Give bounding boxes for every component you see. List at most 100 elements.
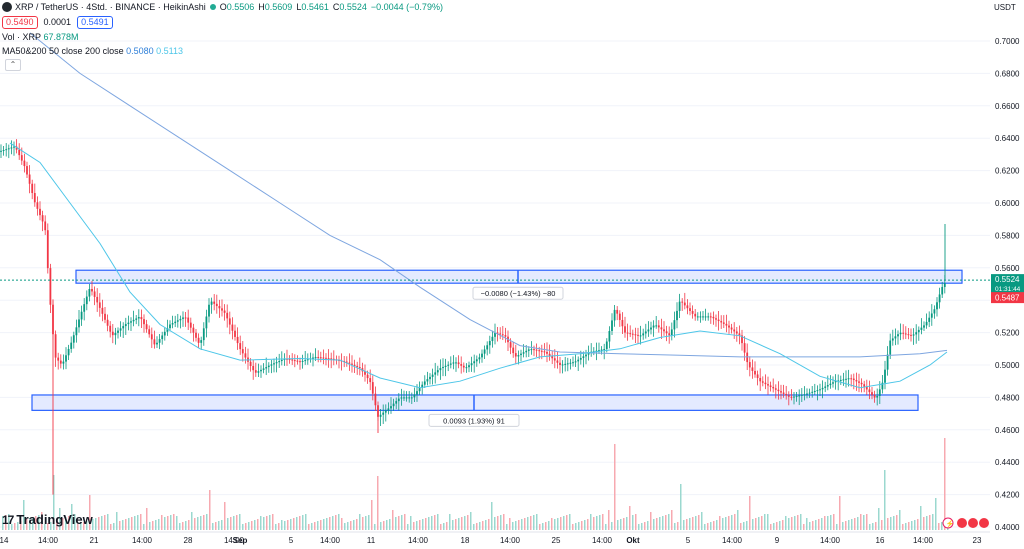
- candle-body: [678, 301, 681, 311]
- volume-bar: [44, 524, 46, 530]
- volume-bar: [104, 515, 106, 530]
- x-tick-label: 9: [775, 536, 780, 545]
- candle-body: [397, 398, 400, 402]
- volume-bar: [563, 516, 565, 530]
- candle-body: [280, 359, 283, 362]
- symbol-title[interactable]: XRP / TetherUS · 4Std. · BINANCE · Heiki…: [15, 1, 206, 12]
- y-tick-label: 0.4000: [995, 523, 1020, 532]
- volume-bar: [266, 516, 268, 530]
- volume-bar: [776, 522, 778, 530]
- candle-body: [462, 365, 465, 368]
- candle-body: [67, 348, 70, 356]
- sell-button[interactable]: 0.5490: [2, 15, 38, 29]
- plot-area[interactable]: [0, 0, 990, 532]
- candle-body: [772, 386, 775, 389]
- volume-bar: [650, 512, 652, 530]
- volume-bar: [857, 517, 859, 530]
- volume-bar: [905, 523, 907, 530]
- volume-bar: [749, 496, 751, 530]
- chart-legend: XRP / TetherUS · 4Std. · BINANCE · Heiki…: [0, 0, 443, 72]
- volume-bar: [668, 514, 670, 530]
- range-zone[interactable]: [31, 394, 919, 411]
- volume-bar: [365, 516, 367, 530]
- candle-body: [257, 371, 260, 373]
- currency-label[interactable]: USDT: [994, 3, 1016, 12]
- volume-bar: [344, 523, 346, 530]
- ma-label[interactable]: MA50&200 50 close 200 close: [2, 45, 124, 56]
- volume-bar: [878, 508, 880, 530]
- candle-body: [127, 322, 130, 325]
- candle-body: [834, 381, 837, 383]
- volume-bar: [896, 515, 898, 530]
- volume-bar: [479, 522, 481, 530]
- candle-body: [928, 317, 931, 322]
- candle-body: [889, 340, 892, 355]
- candle-body: [23, 160, 26, 167]
- candle-body: [301, 360, 304, 362]
- lightning-icon[interactable]: [942, 517, 954, 529]
- chevron-up-icon[interactable]: ⌃: [5, 59, 21, 71]
- volume-bar: [872, 523, 874, 530]
- candle-body: [824, 386, 827, 388]
- candle-body: [176, 320, 179, 322]
- candle-body: [317, 356, 320, 358]
- volume-bar: [173, 514, 175, 530]
- volume-bar: [536, 514, 538, 530]
- volume-bar: [488, 519, 490, 530]
- candle-body: [345, 361, 348, 363]
- candle-body: [431, 374, 434, 377]
- x-tick-label: 16: [876, 536, 885, 545]
- candle-body: [556, 360, 559, 363]
- volume-bar: [140, 514, 142, 530]
- volume-bar: [41, 512, 43, 530]
- volume-bar: [275, 524, 277, 530]
- us-flag-icon[interactable]: [968, 518, 978, 528]
- volume-bar: [101, 516, 103, 530]
- last-price-value: 0.5524: [995, 275, 1020, 284]
- candle-body: [546, 351, 548, 354]
- us-flag-icon[interactable]: [979, 518, 989, 528]
- candle-body: [527, 349, 530, 351]
- volume-bar: [509, 518, 511, 530]
- candle-body: [832, 382, 834, 384]
- volume-bar: [77, 524, 79, 530]
- volume-bar: [722, 518, 724, 530]
- candle-body: [0, 150, 2, 152]
- tradingview-brand[interactable]: 17 TradingView: [2, 512, 93, 527]
- candle-body: [613, 309, 616, 321]
- candle-body: [852, 378, 855, 381]
- event-icons[interactable]: ⚡: [942, 517, 989, 529]
- candle-body: [80, 311, 83, 320]
- ref-price-tag[interactable]: [991, 292, 1024, 304]
- volume-bar: [524, 518, 526, 530]
- price-axis[interactable]: USDT 0.7000 0.6800 0.6600 0.6400 0.6200 0.600…: [990, 0, 1024, 532]
- volume-bar: [443, 523, 445, 530]
- candle-body: [189, 322, 192, 328]
- volume-bar: [647, 521, 649, 530]
- last-price-tag[interactable]: [991, 274, 1024, 295]
- candle-body: [182, 317, 184, 319]
- volume-label[interactable]: Vol · XRP: [2, 31, 42, 42]
- us-flag-icon[interactable]: [957, 518, 967, 528]
- volume-bar: [413, 522, 415, 530]
- volume-bar: [197, 517, 199, 530]
- candle-body: [384, 410, 387, 413]
- x-tick-label: 14:00: [320, 536, 341, 545]
- buy-button[interactable]: 0.5491: [77, 15, 113, 29]
- candle-body: [119, 328, 122, 331]
- volume-bar: [404, 514, 406, 530]
- volume-bar: [89, 495, 91, 530]
- range-zone[interactable]: [75, 269, 963, 284]
- volume-bar: [311, 523, 313, 530]
- candle-body: [533, 349, 535, 351]
- volume-bar: [842, 522, 844, 530]
- volume-bar: [551, 518, 553, 530]
- volume-bar: [95, 518, 97, 530]
- volume-bar: [758, 517, 760, 530]
- candle-body: [10, 147, 13, 149]
- volume-bar: [848, 520, 850, 530]
- candle-body: [819, 389, 821, 391]
- candle-body: [925, 321, 928, 326]
